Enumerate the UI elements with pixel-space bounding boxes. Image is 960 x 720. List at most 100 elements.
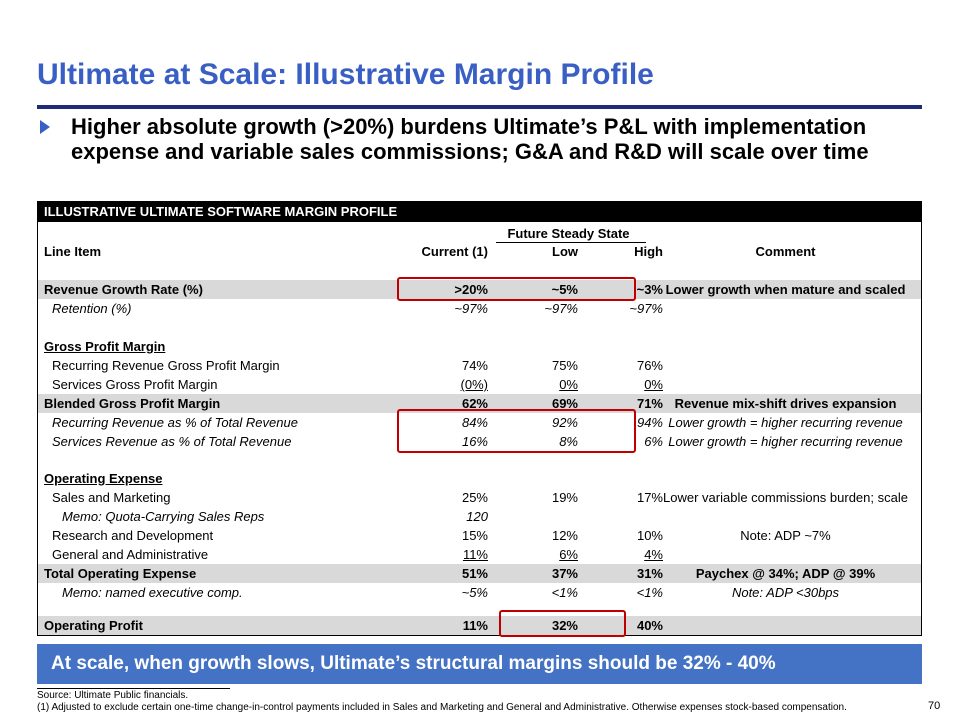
row-label: Total Operating Expense — [44, 566, 197, 581]
row-label: Blended Gross Profit Margin — [44, 396, 221, 411]
column-headers: Line Item Current (1) Low High Comment — [38, 242, 921, 261]
col-comment: Comment — [755, 244, 816, 259]
highlight-box-growth-rate — [397, 277, 636, 301]
page-number: 70 — [928, 700, 941, 712]
row-label: Memo: named executive comp. — [62, 585, 243, 600]
table-header: ILLUSTRATIVE ULTIMATE SOFTWARE MARGIN PR… — [38, 202, 921, 222]
table-row: Operating Profit 11% 32% 40% — [38, 616, 921, 635]
row-high: 10% — [636, 528, 663, 543]
adjustment-footnote: (1) Adjusted to exclude certain one-time… — [37, 702, 847, 713]
row-comment: Lower growth when mature and scaled — [665, 282, 906, 297]
row-low: 0% — [559, 377, 578, 392]
future-steady-state-label: Future Steady State — [507, 226, 630, 241]
col-high: High — [634, 244, 663, 259]
row-low: <1% — [551, 585, 578, 600]
row-label: Operating Expense — [44, 471, 163, 486]
table-row: Services Revenue as % of Total Revenue 1… — [38, 432, 921, 451]
table-row: Memo: named executive comp. ~5% <1% <1% … — [38, 583, 921, 602]
row-current: 11% — [462, 547, 488, 562]
row-comment: Lower growth = higher recurring revenue — [668, 434, 903, 449]
row-label: Research and Development — [52, 528, 214, 543]
table-row: Recurring Revenue Gross Profit Margin 74… — [38, 356, 921, 375]
row-comment: Lower variable commissions burden; scale — [663, 490, 908, 505]
row-current: (0%) — [460, 377, 488, 392]
row-low: 19% — [551, 490, 578, 505]
row-high: 94% — [636, 415, 663, 430]
row-label: Recurring Revenue as % of Total Revenue — [52, 415, 298, 430]
row-label: Memo: Quota-Carrying Sales Reps — [62, 509, 265, 524]
row-current: 84% — [461, 415, 488, 430]
row-current: 74% — [461, 358, 488, 373]
row-high: 31% — [636, 566, 663, 581]
conclusion-callout: At scale, when growth slows, Ultimate’s … — [37, 644, 922, 684]
table-row: Memo: Quota-Carrying Sales Reps 120 — [38, 507, 921, 526]
row-label: Revenue Growth Rate (%) — [44, 282, 203, 297]
row-comment: Lower growth = higher recurring revenue — [668, 415, 903, 430]
row-low: 8% — [559, 434, 578, 449]
row-label: Retention (%) — [52, 301, 132, 316]
row-low: 75% — [551, 358, 578, 373]
row-current: ~97% — [454, 301, 488, 316]
row-low: 32% — [551, 618, 578, 633]
row-current: ~5% — [461, 585, 488, 600]
row-low: 69% — [551, 396, 578, 411]
section-heading: Gross Profit Margin — [38, 337, 921, 356]
row-high: 76% — [636, 358, 663, 373]
table-row: Revenue Growth Rate (%) >20% ~5% ~3% Low… — [38, 280, 921, 299]
table-row: Recurring Revenue as % of Total Revenue … — [38, 413, 921, 432]
col-low: Low — [552, 244, 578, 259]
row-low: ~97% — [544, 301, 578, 316]
row-high: <1% — [636, 585, 663, 600]
source-footnote: Source: Ultimate Public financials. — [37, 690, 189, 701]
row-low: 37% — [551, 566, 578, 581]
table-row: Total Operating Expense 51% 37% 31% Payc… — [38, 564, 921, 583]
highlight-box-operating-profit — [499, 610, 626, 637]
row-comment: Note: ADP <30bps — [731, 585, 840, 600]
row-current: 16% — [461, 434, 488, 449]
row-comment: Paychex @ 34%; ADP @ 39% — [695, 566, 876, 581]
row-current: 15% — [461, 528, 488, 543]
row-current: 120 — [466, 509, 488, 524]
row-low: 92% — [551, 415, 578, 430]
table-row: Research and Development 15% 12% 10% Not… — [38, 526, 921, 545]
row-label: Services Gross Profit Margin — [52, 377, 218, 392]
row-high: 4% — [644, 547, 663, 562]
table-row: Sales and Marketing 25% 19% 17% Lower va… — [38, 488, 921, 507]
row-current: >20% — [454, 282, 488, 297]
section-heading: Operating Expense — [38, 469, 921, 488]
row-high: ~3% — [636, 282, 663, 297]
row-high: 6% — [644, 434, 663, 449]
bullet-text: Higher absolute growth (>20%) burdens Ul… — [71, 114, 869, 164]
row-label: Services Revenue as % of Total Revenue — [52, 434, 292, 449]
page-title: Ultimate at Scale: Illustrative Margin P… — [37, 58, 654, 91]
row-current: 62% — [461, 396, 488, 411]
table-row: Services Gross Profit Margin (0%) 0% 0% — [38, 375, 921, 394]
row-current: 51% — [461, 566, 488, 581]
table-row: Retention (%) ~97% ~97% ~97% — [38, 299, 921, 318]
bullet-arrow-icon — [40, 120, 50, 134]
row-comment: Revenue mix-shift drives expansion — [674, 396, 897, 411]
row-high: 0% — [644, 377, 663, 392]
row-current: 25% — [461, 490, 488, 505]
row-low: 12% — [551, 528, 578, 543]
row-low: 6% — [559, 547, 578, 562]
row-high: 17% — [636, 490, 663, 505]
table-row: Blended Gross Profit Margin 62% 69% 71% … — [38, 394, 921, 413]
row-label: General and Administrative — [52, 547, 209, 562]
row-label: Recurring Revenue Gross Profit Margin — [52, 358, 280, 373]
row-current: 11% — [462, 618, 488, 633]
row-high: ~97% — [629, 301, 663, 316]
future-steady-state-underline — [496, 242, 646, 243]
margin-profile-table: ILLUSTRATIVE ULTIMATE SOFTWARE MARGIN PR… — [37, 201, 922, 636]
row-label: Sales and Marketing — [52, 490, 171, 505]
title-rule — [37, 105, 922, 109]
footnote-rule — [37, 688, 230, 689]
row-label: Operating Profit — [44, 618, 143, 633]
row-low: ~5% — [551, 282, 578, 297]
row-high: 40% — [636, 618, 663, 633]
col-line-item: Line Item — [44, 244, 102, 259]
row-label: Gross Profit Margin — [44, 339, 166, 354]
table-row: General and Administrative 11% 6% 4% — [38, 545, 921, 564]
col-current: Current (1) — [421, 244, 488, 259]
highlight-box-revenue-mix — [397, 409, 636, 453]
